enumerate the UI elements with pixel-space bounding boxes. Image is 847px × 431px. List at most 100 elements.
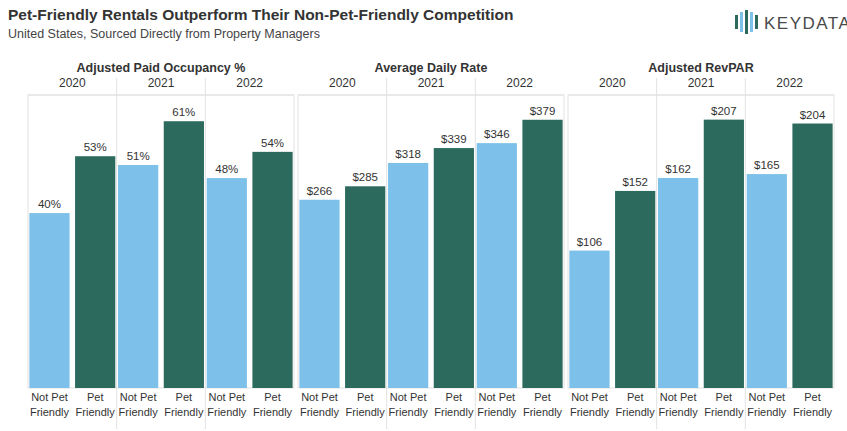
bar — [792, 124, 832, 388]
x-tick: 2021 — [148, 76, 175, 90]
bar — [29, 213, 69, 388]
data-label: 51% — [127, 150, 150, 162]
data-label: $106 — [577, 236, 603, 248]
plot-frame — [28, 95, 294, 388]
x-tick-label: 2022 — [506, 76, 533, 90]
group-separator — [116, 78, 117, 429]
bar — [252, 152, 292, 388]
data-label: $207 — [711, 105, 737, 117]
group-separator — [205, 78, 206, 429]
logo-bar — [750, 12, 753, 32]
bar-label: PetFriendly — [253, 391, 293, 418]
logo-bar — [735, 15, 738, 29]
x-axis: 2020 2021 2022 — [599, 76, 803, 90]
x-axis: 202020212022 — [329, 76, 533, 90]
x-tick: 2021 — [418, 76, 445, 90]
labels: 40% Not PetFriendly 51% Not PetFriendly 48% N… — [30, 106, 293, 418]
header-rule — [568, 95, 834, 96]
bar-label: Not PetFriendly — [659, 391, 699, 418]
data-label: $379 — [530, 105, 556, 117]
bar — [658, 178, 698, 388]
group-separator — [656, 78, 657, 429]
bar — [118, 165, 158, 388]
x-tick: 2021 — [688, 76, 715, 90]
bar-label: Not PetFriendly — [207, 391, 247, 418]
bar-label: Not PetFriendly — [389, 391, 429, 418]
group-separator — [386, 78, 387, 429]
bar-label: Not PetFriendly — [30, 391, 70, 418]
bar — [164, 121, 204, 388]
data-label: $285 — [352, 171, 378, 183]
header-rule — [28, 95, 294, 96]
logo-bar — [755, 15, 758, 29]
bar — [522, 120, 562, 388]
bar-label: PetFriendly — [76, 391, 116, 418]
panel: Average Daily Rate202020212022$266Not Pe… — [298, 61, 564, 429]
group-separator — [475, 78, 476, 429]
data-label: $165 — [754, 159, 780, 171]
data-label: $204 — [800, 109, 826, 121]
data-label: $266 — [307, 185, 333, 197]
chart-root: Pet-Friendly Rentals Outperform Their No… — [0, 0, 847, 431]
data-label: 61% — [172, 106, 195, 118]
subtitle: United States, Sourced Directly from Pro… — [8, 27, 320, 41]
bar — [388, 163, 428, 388]
data-label: $152 — [622, 176, 648, 188]
bar-label: Not PetFriendly — [300, 391, 340, 418]
bar-label: PetFriendly — [793, 391, 833, 418]
title: Pet-Friendly Rentals Outperform Their No… — [8, 6, 514, 23]
data-label: 48% — [215, 163, 238, 175]
plot-frame — [568, 95, 834, 388]
logo-bar — [745, 10, 748, 34]
x-tick-label: 2020 — [599, 76, 626, 90]
data-label: $346 — [484, 128, 510, 140]
x-axis: 2020 2021 2022 — [59, 76, 263, 90]
header-rule — [298, 95, 564, 96]
bar-label: PetFriendly — [164, 391, 204, 418]
data-label: 53% — [84, 141, 107, 153]
bar — [615, 191, 655, 388]
x-tick: 2022 — [506, 76, 533, 90]
data-label: $162 — [665, 163, 691, 175]
bar-label: PetFriendly — [616, 391, 656, 418]
bar — [299, 200, 339, 388]
logo-bar — [740, 12, 743, 32]
logo-text: KEYDATA™ — [764, 14, 847, 33]
x-tick: 2022 — [236, 76, 263, 90]
panel-title: Adjusted Paid Occupancy % — [77, 61, 246, 75]
x-tick: 2020 — [59, 76, 86, 90]
bar-label: PetFriendly — [434, 391, 474, 418]
bar — [569, 251, 609, 388]
bar-label: Not PetFriendly — [570, 391, 610, 418]
x-tick: 2022 — [776, 76, 803, 90]
bar — [207, 178, 247, 388]
group-separator — [745, 78, 746, 429]
data-label: $339 — [441, 133, 467, 145]
bar — [477, 143, 517, 388]
bars — [29, 121, 292, 388]
plot-frame — [298, 95, 564, 388]
x-tick: 2020 — [599, 76, 626, 90]
data-label: 40% — [38, 198, 61, 210]
bar — [345, 186, 385, 388]
panel-title: Average Daily Rate — [375, 61, 488, 75]
bar-label: Not PetFriendly — [747, 391, 787, 418]
bar-label: Not PetFriendly — [477, 391, 517, 418]
x-tick-label: 2021 — [688, 76, 715, 90]
bar — [434, 148, 474, 388]
bar-label: Not PetFriendly — [119, 391, 159, 418]
x-tick-label: 2022 — [236, 76, 263, 90]
bar-label: PetFriendly — [346, 391, 386, 418]
panel: Adjusted Paid Occupancy %2020 2021 2022 40%… — [28, 61, 294, 429]
bar-label: PetFriendly — [523, 391, 563, 418]
x-tick-label: 2021 — [418, 76, 445, 90]
bar — [75, 156, 115, 388]
bars — [569, 120, 832, 388]
x-tick-label: 2020 — [59, 76, 86, 90]
data-label: $318 — [395, 148, 421, 160]
labels: $106 Not PetFriendly $162 Not PetFriendly $1… — [570, 105, 833, 418]
bars — [299, 120, 562, 388]
panel-title: Adjusted RevPAR — [648, 61, 753, 75]
logo-icon — [735, 10, 758, 34]
bar-label: PetFriendly — [704, 391, 744, 418]
